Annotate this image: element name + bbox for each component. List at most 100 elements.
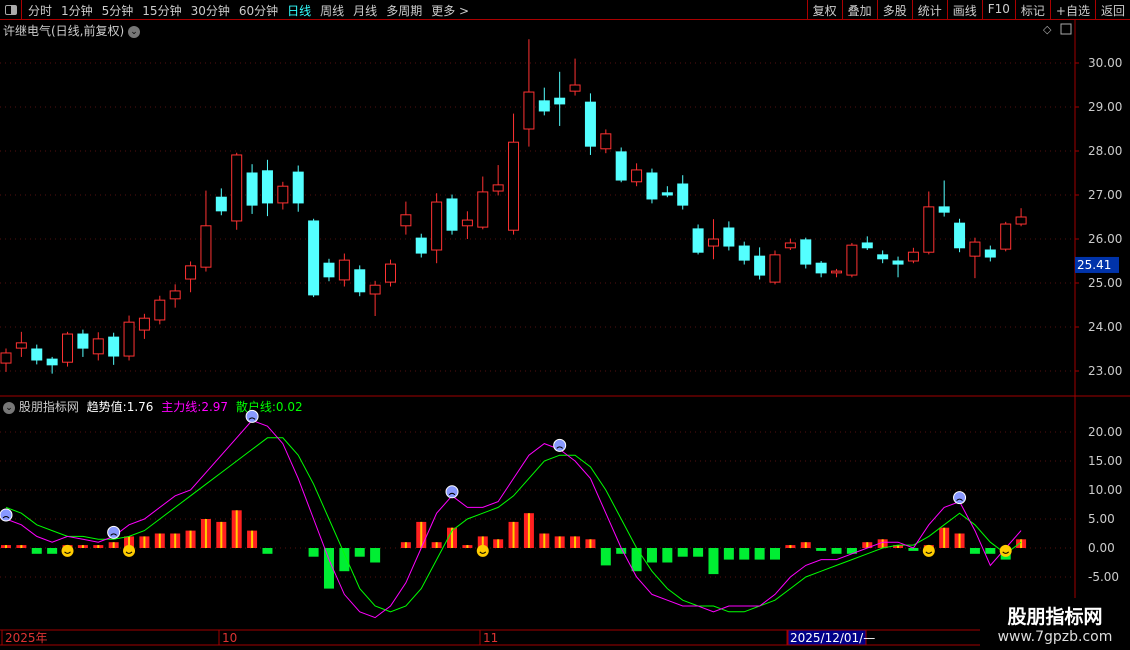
candle-up <box>769 254 781 283</box>
period-tab[interactable]: 月线 <box>353 4 378 18</box>
price-tick-label: 23.00 <box>1088 364 1122 378</box>
candle-down <box>815 262 827 274</box>
toolbar-button[interactable]: 统计 <box>911 0 947 20</box>
candle-up <box>477 191 489 228</box>
candle-up <box>385 263 396 283</box>
panel-icon[interactable] <box>1060 23 1072 35</box>
date-label: 10 <box>222 631 237 645</box>
candle-up <box>154 299 166 321</box>
candle-up <box>600 133 612 150</box>
candle-up <box>138 317 150 331</box>
diamond-icon[interactable]: ◇ <box>1043 23 1052 36</box>
period-tab[interactable]: 日线 <box>287 4 312 18</box>
indicator-name[interactable]: 股朋指标网 <box>18 400 79 414</box>
candle-down <box>554 97 566 105</box>
frown-icon <box>953 491 967 505</box>
candle-up <box>569 84 581 92</box>
period-tab[interactable]: 30分钟 <box>190 4 230 18</box>
trend-label: 趋势值: <box>86 400 127 414</box>
period-tab[interactable]: 1分钟 <box>61 4 93 18</box>
period-tab[interactable]: 15分钟 <box>142 4 182 18</box>
date-label: 2025/12/01/— <box>790 631 875 645</box>
date-label: 2025年 <box>5 631 48 645</box>
candle-down <box>261 170 273 204</box>
chevron-down-icon[interactable]: ⌄ <box>128 25 141 38</box>
frown-mouth <box>956 498 963 501</box>
candle-up <box>1015 216 1027 225</box>
period-tab[interactable]: 分时 <box>28 4 53 18</box>
indicator-tick-label: 5.00 <box>1088 512 1115 526</box>
stock-name: 许继电气(日线,前复权) <box>3 24 125 38</box>
smiley-mouth <box>1002 551 1010 554</box>
toolbar-button[interactable]: F10 <box>981 0 1015 20</box>
retail-line <box>5 437 1022 613</box>
retail-value: 0.02 <box>275 400 303 414</box>
candle-up <box>369 284 381 295</box>
date-label: 11 <box>483 631 498 645</box>
panel-toggle-button[interactable] <box>0 0 22 20</box>
watermark-title: 股朋指标网 <box>1007 606 1103 628</box>
chevron-down-icon[interactable]: ⌄ <box>3 401 15 414</box>
frown-mouth <box>248 417 256 420</box>
candle-up <box>62 333 74 363</box>
indicator-tick-label: -5.00 <box>1088 570 1119 584</box>
candle-down <box>292 171 304 204</box>
period-tabs: 分时 1分钟 5分钟 15分钟 30分钟 60分钟 日线 周线 月线 多周期 更多 > <box>28 2 469 19</box>
price-tick-label: 25.00 <box>1088 276 1122 290</box>
price-tick-label: 26.00 <box>1088 232 1122 246</box>
candle-down <box>584 101 596 147</box>
candle-up <box>523 91 535 130</box>
candle-up <box>431 201 443 251</box>
candle-up <box>15 342 27 349</box>
price-tick-label: 27.00 <box>1088 188 1122 202</box>
candle-down <box>723 227 735 247</box>
candle-down <box>108 336 120 357</box>
period-tab[interactable]: 多周期 <box>386 4 423 18</box>
candle-down <box>323 262 335 278</box>
toolbar-button[interactable]: +自选 <box>1049 0 1095 20</box>
candle-down <box>354 269 366 293</box>
toolbar-button[interactable]: 返回 <box>1094 0 1130 20</box>
toolbar-button[interactable]: 复权 <box>806 0 842 20</box>
candle-up <box>0 352 12 364</box>
period-tab[interactable]: 更多 > <box>431 4 470 18</box>
period-tab[interactable]: 周线 <box>320 4 345 18</box>
histogram-bar-down <box>908 548 919 551</box>
price-tick-label: 28.00 <box>1088 144 1122 158</box>
candle-up <box>923 206 935 253</box>
period-tab[interactable]: 60分钟 <box>238 4 279 18</box>
histogram-bar-down <box>831 548 842 554</box>
candle-up <box>277 185 289 204</box>
main-line <box>5 419 1022 619</box>
watermark-url: www.7gpzb.com <box>997 629 1113 645</box>
candle-down <box>861 242 873 249</box>
period-tab[interactable]: 5分钟 <box>101 4 134 18</box>
indicator-tick-label: 10.00 <box>1088 483 1122 497</box>
frown-icon <box>445 485 459 499</box>
candle-up <box>231 154 243 222</box>
stock-title: 许继电气(日线,前复权) ⌄ <box>3 22 141 39</box>
toolbar-button[interactable]: 画线 <box>946 0 982 20</box>
candle-up <box>707 238 719 247</box>
histogram-bar-down <box>816 548 827 551</box>
toolbar-button[interactable]: 多股 <box>876 0 912 20</box>
candle-down <box>77 333 89 349</box>
candle-up <box>461 219 473 227</box>
price-tick-label: 24.00 <box>1088 320 1122 334</box>
retail-label: 散户线: <box>235 400 276 414</box>
candle-up <box>338 259 350 281</box>
toolbar-button[interactable]: 标记 <box>1014 0 1050 20</box>
histogram-bar-down <box>631 548 642 572</box>
histogram-bar-down <box>308 548 319 557</box>
candle-down <box>877 254 889 260</box>
panel-icon <box>4 5 17 15</box>
smiley-mouth <box>64 551 71 554</box>
toolbar-button[interactable]: 叠加 <box>841 0 877 20</box>
histogram-bar-down <box>677 548 688 557</box>
candle-down <box>308 220 320 296</box>
frown-icon <box>245 409 259 423</box>
candle-down <box>415 237 427 254</box>
frown-icon <box>107 525 121 539</box>
histogram-bar-down <box>693 548 704 557</box>
